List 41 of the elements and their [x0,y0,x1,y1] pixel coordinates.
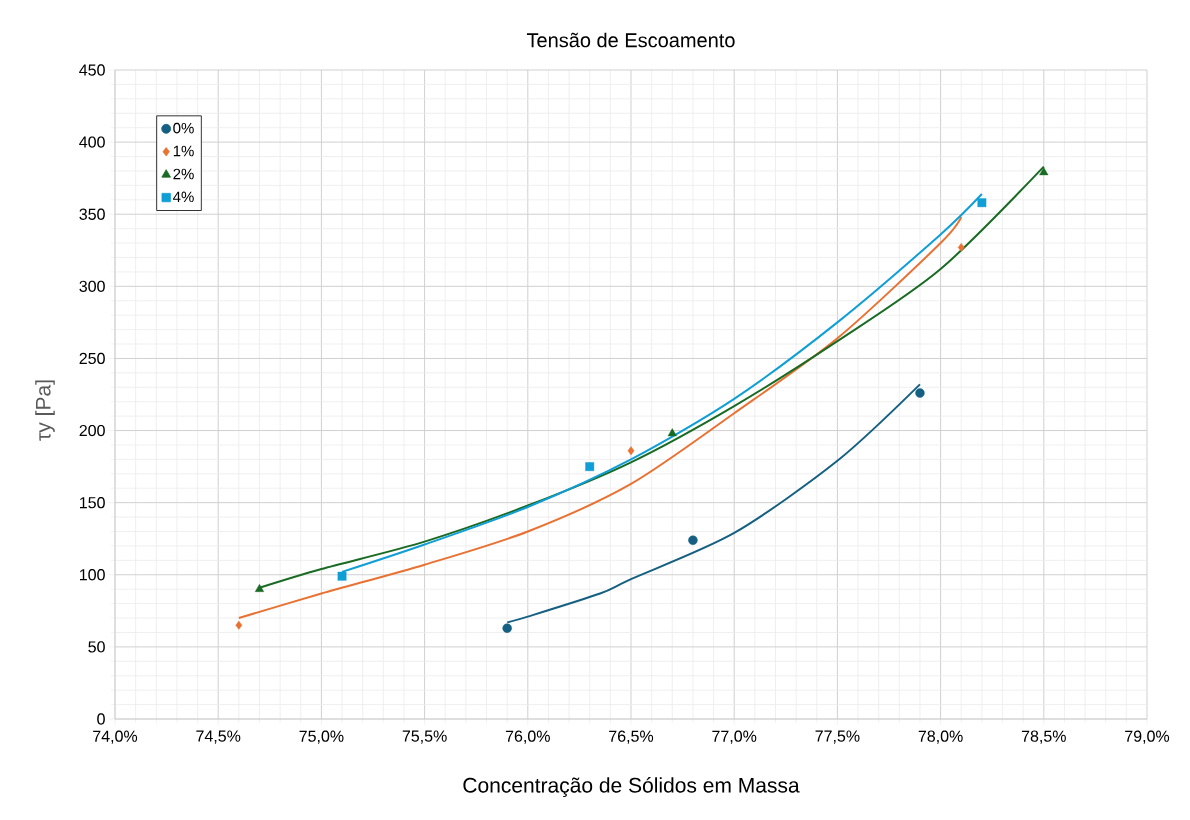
point [585,462,595,472]
y-tick-label: 350 [79,208,105,220]
x-tick-label: 77,5% [815,730,860,744]
chart-title: Tensão de Escoamento [526,32,735,48]
x-tick-label: 74,5% [196,730,241,744]
x-tick-label: 76,5% [609,730,654,744]
x-tick-label: 76,0% [505,730,550,744]
point [337,571,347,581]
point [1039,167,1049,176]
point [254,584,265,592]
point [915,388,925,398]
y-tick-label: 250 [79,352,105,365]
x-tick-label: 77,0% [712,730,757,744]
point [957,242,965,252]
y-tick-label: 400 [79,136,105,148]
y-tick-label: 0 [97,713,105,725]
line-series [237,216,963,620]
point [688,535,698,545]
y-tick-label: 450 [79,64,105,76]
x-tick-label: 78,5% [1021,730,1066,744]
x-axis-title: Concentração de Sólidos em Massa [463,777,800,797]
point [235,620,243,630]
y-tick-label: 300 [79,280,105,292]
point [502,623,512,633]
point [627,446,635,456]
y-tick-label: 50 [88,641,105,653]
y-tick-label: 150 [80,497,105,509]
y-tick-label: 100 [80,569,105,581]
legend-label: 0% [173,122,194,134]
x-tick-label: 75,5% [402,730,447,744]
x-tick-label: 78,0% [918,730,963,744]
legend-label: 4% [173,191,194,203]
point [977,198,987,208]
x-tick-label: 75,0% [299,730,344,744]
legend-label: 1% [173,145,194,157]
x-tick-label: 74,0% [93,730,138,744]
legend-label: 2% [173,168,194,180]
y-axis-title: τy [Pa] [35,380,55,441]
point [667,428,677,437]
y-tick-label: 200 [79,424,105,437]
x-tick-label: 79,0% [1125,730,1170,744]
